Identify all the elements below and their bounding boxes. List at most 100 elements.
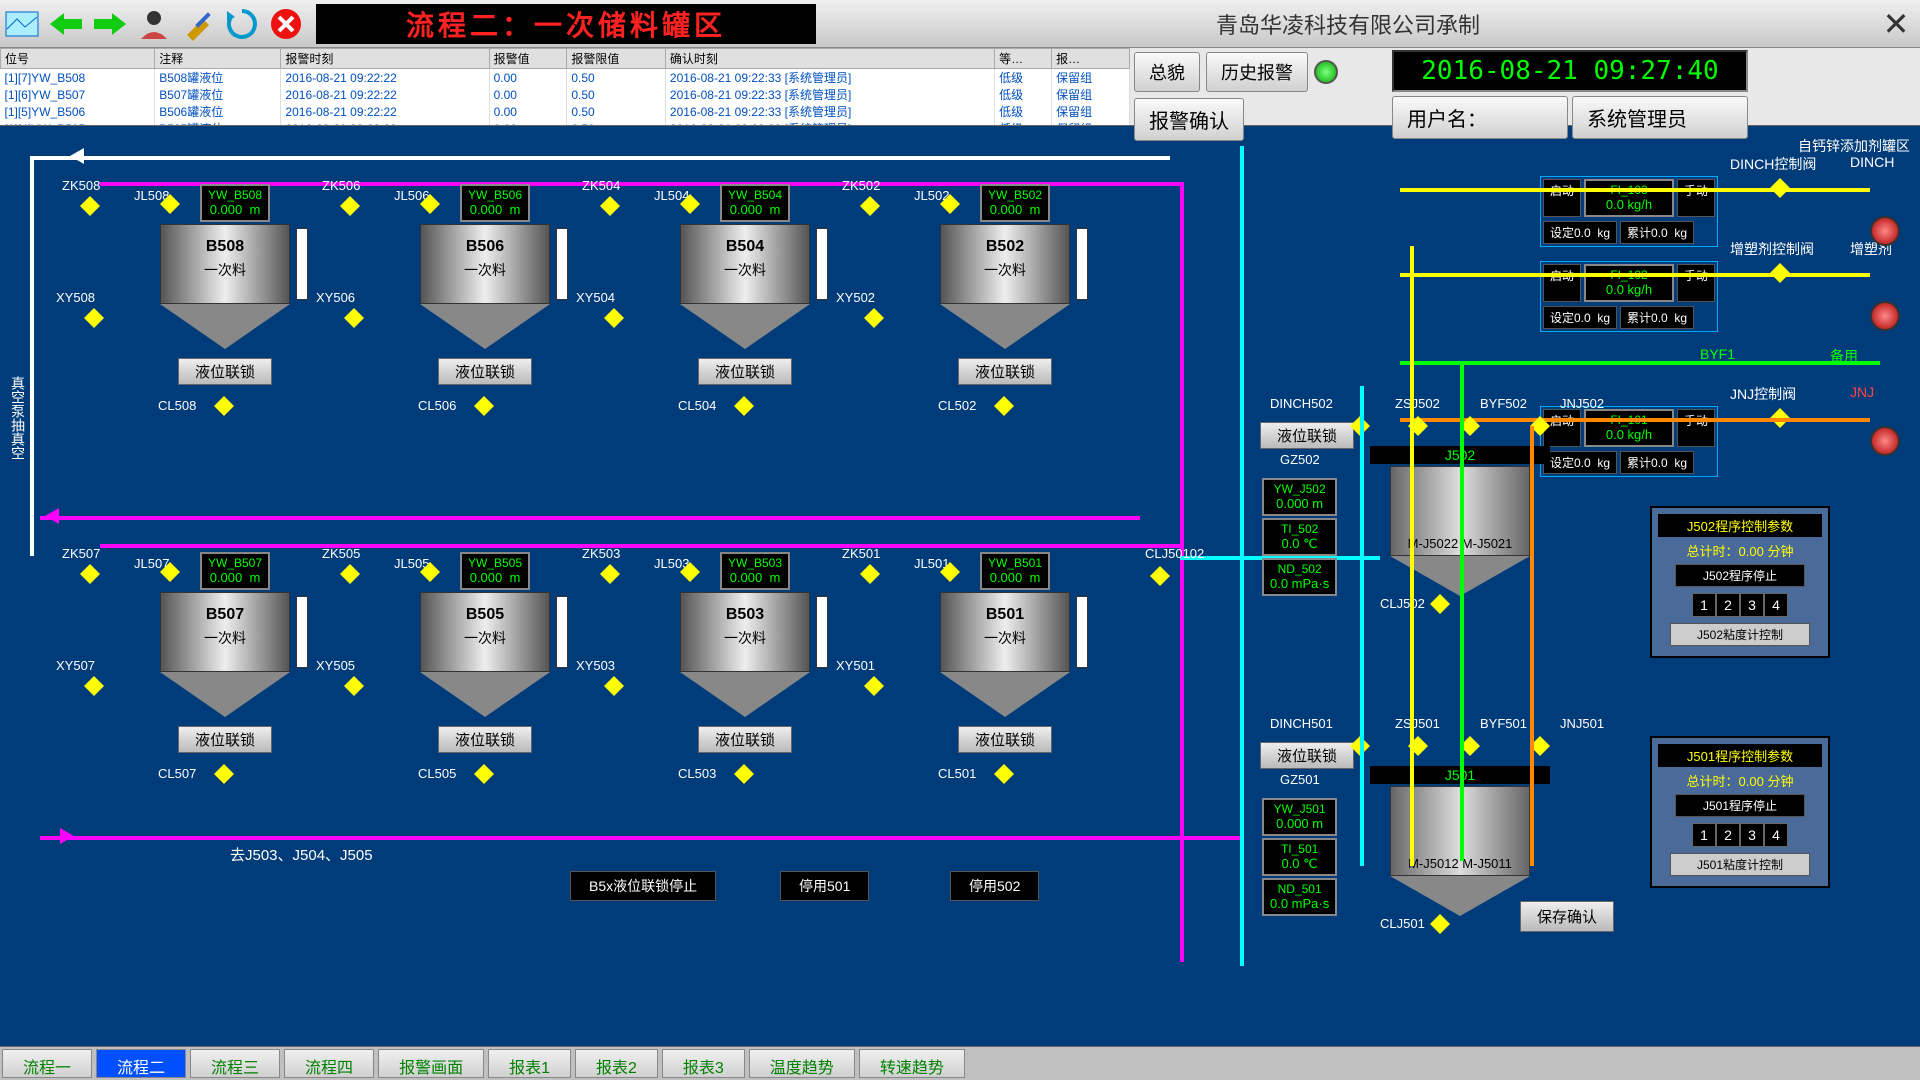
valve-XY504[interactable] bbox=[604, 308, 624, 328]
valve-ZK505[interactable] bbox=[340, 564, 360, 584]
tab-4[interactable]: 报警画面 bbox=[378, 1049, 484, 1078]
tank-B508: JL508 YW_B5080.000 m ZK508 XY508 储料 B508… bbox=[140, 218, 310, 389]
visc-ctrl[interactable]: J501粘度计控制 bbox=[1670, 853, 1810, 876]
valve-ZK501[interactable] bbox=[860, 564, 880, 584]
valve-JL505[interactable] bbox=[420, 562, 440, 582]
valve-JL503[interactable] bbox=[680, 562, 700, 582]
user-icon[interactable] bbox=[134, 4, 174, 44]
prog-step-3[interactable]: 3 bbox=[1740, 593, 1764, 617]
prog-step-2[interactable]: 2 bbox=[1716, 593, 1740, 617]
valve-XY505[interactable] bbox=[344, 676, 364, 696]
disable-502[interactable]: 停用502 bbox=[950, 871, 1039, 901]
prog-panel-0: J502程序控制参数 总计时：0.00 分钟 J502程序停止 1234 J50… bbox=[1650, 506, 1830, 658]
manual-btn[interactable]: 手动 bbox=[1677, 264, 1715, 302]
valve-CL503[interactable] bbox=[734, 764, 754, 784]
prog-step-4[interactable]: 4 bbox=[1764, 593, 1788, 617]
prog-status[interactable]: J502程序停止 bbox=[1675, 564, 1805, 587]
interlock-B501[interactable]: 液位联锁 bbox=[958, 726, 1052, 753]
screenshot-icon[interactable] bbox=[2, 4, 42, 44]
history-alarm-button[interactable]: 历史报警 bbox=[1206, 52, 1308, 92]
tab-6[interactable]: 报表2 bbox=[575, 1049, 658, 1078]
tab-2[interactable]: 流程三 bbox=[190, 1049, 280, 1078]
prog-step-4[interactable]: 4 bbox=[1764, 823, 1788, 847]
tab-3[interactable]: 流程四 bbox=[284, 1049, 374, 1078]
valve-ZK508[interactable] bbox=[80, 196, 100, 216]
vacuum-label: 真空泵抽真空 bbox=[8, 376, 28, 460]
manual-btn[interactable]: 手动 bbox=[1677, 179, 1715, 217]
b5x-interlock-stop[interactable]: B5x液位联锁停止 bbox=[570, 871, 716, 901]
valve-CL504[interactable] bbox=[734, 396, 754, 416]
valve-CL501[interactable] bbox=[994, 764, 1014, 784]
save-confirm-button[interactable]: 保存确认 bbox=[1520, 901, 1614, 932]
jump-note: 去J503、J504、J505 bbox=[230, 844, 373, 865]
disable-501[interactable]: 停用501 bbox=[780, 871, 869, 901]
tab-8[interactable]: 温度趋势 bbox=[749, 1049, 855, 1078]
valve-CL505[interactable] bbox=[474, 764, 494, 784]
prog-step-1[interactable]: 1 bbox=[1692, 593, 1716, 617]
manual-btn[interactable]: 手动 bbox=[1677, 409, 1715, 447]
tools-icon[interactable] bbox=[178, 4, 218, 44]
tab-5[interactable]: 报表1 bbox=[488, 1049, 571, 1078]
interlock-B507[interactable]: 液位联锁 bbox=[178, 726, 272, 753]
valve-JL507[interactable] bbox=[160, 562, 180, 582]
prog-step-3[interactable]: 3 bbox=[1740, 823, 1764, 847]
valve-CL508[interactable] bbox=[214, 396, 234, 416]
valve-XY508[interactable] bbox=[84, 308, 104, 328]
valve-ZK507[interactable] bbox=[80, 564, 100, 584]
valve-clj50102[interactable] bbox=[1150, 566, 1170, 586]
valve-JL502[interactable] bbox=[940, 194, 960, 214]
prog-step-2[interactable]: 2 bbox=[1716, 823, 1740, 847]
alarm-col-header: 报警时刻 bbox=[281, 49, 489, 69]
prog-step-1[interactable]: 1 bbox=[1692, 823, 1716, 847]
valve-CLJ502[interactable] bbox=[1430, 594, 1450, 614]
alarm-strip: 位号注释报警时刻报警值报警限值确认时刻等…报…[1][7]YW_B508B508… bbox=[0, 48, 1920, 126]
window-close-icon[interactable]: ✕ bbox=[1872, 5, 1920, 43]
interlock-B508[interactable]: 液位联锁 bbox=[178, 358, 272, 385]
valve-XY506[interactable] bbox=[344, 308, 364, 328]
valve-CL502[interactable] bbox=[994, 396, 1014, 416]
valve-ZK503[interactable] bbox=[600, 564, 620, 584]
valve-XY502[interactable] bbox=[864, 308, 884, 328]
valve-JL508[interactable] bbox=[160, 194, 180, 214]
alarm-col-header: 确认时刻 bbox=[665, 49, 994, 69]
refresh-icon[interactable] bbox=[222, 4, 262, 44]
nav-fwd-icon[interactable] bbox=[90, 4, 130, 44]
top-toolbar: 流程二：一次储料罐区 青岛华凌科技有限公司承制 ✕ bbox=[0, 0, 1920, 48]
valve-XY501[interactable] bbox=[864, 676, 884, 696]
tab-1[interactable]: 流程二 bbox=[96, 1049, 186, 1078]
interlock-J501[interactable]: 液位联锁 bbox=[1260, 742, 1354, 769]
tab-7[interactable]: 报表3 bbox=[662, 1049, 745, 1078]
visc-ctrl[interactable]: J502粘度计控制 bbox=[1670, 623, 1810, 646]
interlock-B506[interactable]: 液位联锁 bbox=[438, 358, 532, 385]
start-btn[interactable]: 启动 bbox=[1543, 179, 1581, 217]
tab-0[interactable]: 流程一 bbox=[2, 1049, 92, 1078]
valve-XY503[interactable] bbox=[604, 676, 624, 696]
valve-CL506[interactable] bbox=[474, 396, 494, 416]
valve-ZK504[interactable] bbox=[600, 196, 620, 216]
prog-status[interactable]: J501程序停止 bbox=[1675, 794, 1805, 817]
interlock-B502[interactable]: 液位联锁 bbox=[958, 358, 1052, 385]
pump-jnj bbox=[1870, 426, 1900, 456]
alarm-row[interactable]: [1][5]YW_B506B506罐液位2016-08-21 09:22:220… bbox=[1, 103, 1130, 120]
valve-JL501[interactable] bbox=[940, 562, 960, 582]
close-icon[interactable] bbox=[266, 4, 306, 44]
nav-back-icon[interactable] bbox=[46, 4, 86, 44]
interlock-B504[interactable]: 液位联锁 bbox=[698, 358, 792, 385]
valve-XY507[interactable] bbox=[84, 676, 104, 696]
interlock-B505[interactable]: 液位联锁 bbox=[438, 726, 532, 753]
start-btn[interactable]: 启动 bbox=[1543, 264, 1581, 302]
alarm-row[interactable]: [1][7]YW_B508B508罐液位2016-08-21 09:22:220… bbox=[1, 69, 1130, 87]
valve-CLJ501[interactable] bbox=[1430, 914, 1450, 934]
alarm-row[interactable]: [1][4]YW_B505B505罐液位2016-08-21 09:22:220… bbox=[1, 120, 1130, 125]
interlock-J502[interactable]: 液位联锁 bbox=[1260, 422, 1354, 449]
valve-ZK506[interactable] bbox=[340, 196, 360, 216]
overview-button[interactable]: 总貌 bbox=[1134, 52, 1200, 92]
company-label: 青岛华凌科技有限公司承制 bbox=[824, 8, 1872, 40]
tab-9[interactable]: 转速趋势 bbox=[859, 1049, 965, 1078]
valve-JL504[interactable] bbox=[680, 194, 700, 214]
alarm-row[interactable]: [1][6]YW_B507B507罐液位2016-08-21 09:22:220… bbox=[1, 86, 1130, 103]
valve-ZK502[interactable] bbox=[860, 196, 880, 216]
interlock-B503[interactable]: 液位联锁 bbox=[698, 726, 792, 753]
valve-CL507[interactable] bbox=[214, 764, 234, 784]
valve-JL506[interactable] bbox=[420, 194, 440, 214]
